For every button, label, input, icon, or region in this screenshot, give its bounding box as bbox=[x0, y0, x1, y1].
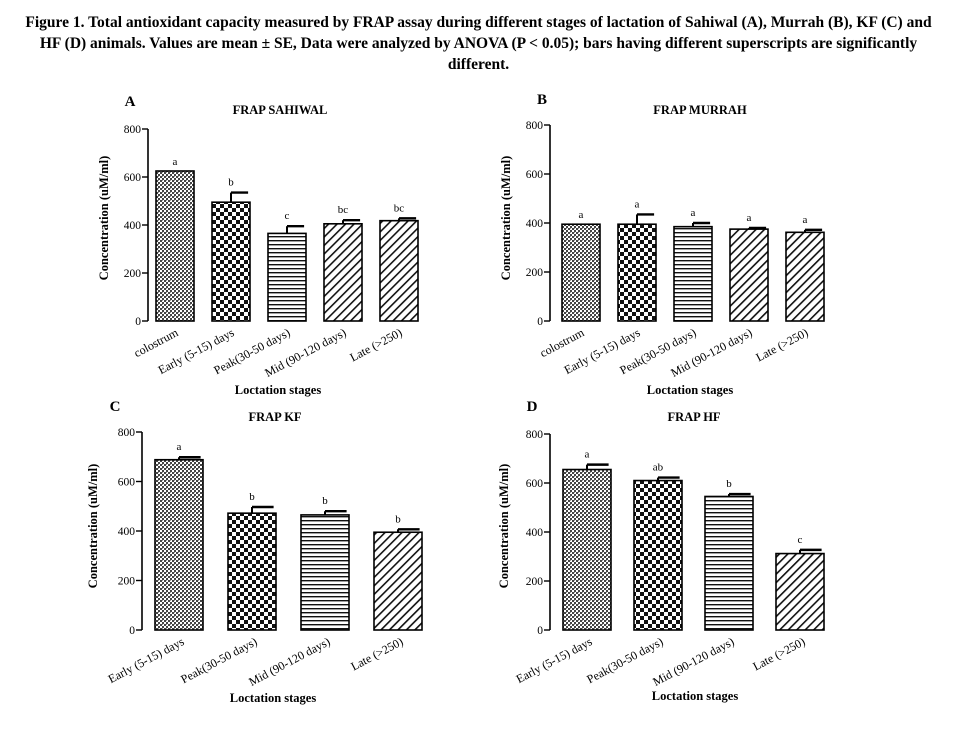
x-tick-label: Late (>250) bbox=[750, 634, 807, 673]
bar bbox=[561, 223, 601, 322]
superscript-label: b bbox=[249, 491, 255, 503]
y-tick-label: 400 bbox=[118, 526, 136, 538]
y-tick-label: 600 bbox=[124, 172, 142, 184]
bar bbox=[267, 232, 307, 322]
bar bbox=[227, 512, 277, 631]
chart-title: FRAP SAHIWAL bbox=[233, 103, 328, 117]
x-tick-label: Mid (90-120 days) bbox=[650, 634, 736, 689]
x-tick-label: Late (>250) bbox=[753, 325, 810, 364]
bar bbox=[300, 514, 350, 631]
superscript-label: a bbox=[747, 212, 752, 224]
superscript-label: a bbox=[635, 198, 640, 210]
superscript-label: a bbox=[585, 449, 590, 461]
panel-letter: A bbox=[125, 94, 136, 110]
y-tick-label: 0 bbox=[537, 316, 543, 328]
bar bbox=[673, 225, 713, 322]
bar bbox=[154, 458, 204, 631]
y-tick-label: 200 bbox=[526, 267, 544, 279]
x-tick-label: Late (>250) bbox=[348, 634, 405, 673]
superscript-label: a bbox=[803, 214, 808, 226]
bar bbox=[785, 231, 825, 322]
superscript-label: a bbox=[691, 207, 696, 219]
panel-letter: D bbox=[527, 399, 538, 415]
bar bbox=[155, 170, 195, 322]
superscript-label: b bbox=[395, 513, 401, 525]
y-tick-label: 600 bbox=[118, 477, 136, 489]
y-axis-label: Concentration (uM/ml) bbox=[86, 464, 100, 589]
y-tick-label: 0 bbox=[135, 316, 141, 328]
superscript-label: c bbox=[285, 210, 290, 222]
y-tick-label: 400 bbox=[526, 218, 544, 230]
y-tick-label: 600 bbox=[526, 478, 544, 490]
panel-b: B FRAP MURRAH 0 200 400 600 800 Concentration (… bbox=[499, 92, 825, 397]
bar bbox=[729, 228, 769, 322]
superscript-label: c bbox=[798, 534, 803, 546]
y-tick-label: 0 bbox=[537, 625, 543, 637]
superscript-label: a bbox=[177, 441, 182, 453]
y-axis-label: Concentration (uM/ml) bbox=[499, 156, 513, 281]
x-axis-label: Loctation stages bbox=[652, 689, 739, 703]
superscript-label: bc bbox=[338, 204, 349, 216]
y-tick-label: 800 bbox=[526, 120, 544, 132]
y-tick-label: 0 bbox=[129, 625, 135, 637]
x-tick-label: Late (>250) bbox=[347, 325, 404, 364]
bar bbox=[373, 531, 423, 631]
chart-title: FRAP MURRAH bbox=[653, 103, 747, 117]
x-tick-label: Mid (90-120 days) bbox=[246, 634, 332, 689]
bar bbox=[562, 468, 612, 631]
superscript-label: a bbox=[579, 209, 584, 221]
bar bbox=[211, 201, 251, 322]
y-tick-label: 800 bbox=[124, 124, 142, 136]
bar bbox=[704, 495, 754, 631]
superscript-label: ab bbox=[653, 462, 664, 474]
chart-title: FRAP HF bbox=[667, 410, 720, 424]
bar bbox=[775, 552, 825, 631]
chart-title: FRAP KF bbox=[248, 410, 301, 424]
superscript-label: b bbox=[322, 495, 328, 507]
y-tick-label: 200 bbox=[118, 576, 136, 588]
panel-c: C FRAP KF 0 200 400 600 800 Concentration (uM/m… bbox=[86, 399, 423, 705]
panel-letter: C bbox=[110, 399, 121, 415]
x-axis-label: Loctation stages bbox=[647, 383, 734, 397]
figure-caption: Figure 1. Total antioxidant capacity mea… bbox=[25, 14, 932, 73]
bar bbox=[633, 479, 683, 631]
x-tick-label: Early (5-15) days bbox=[106, 634, 187, 686]
panel-d: D FRAP HF 0 200 400 600 800 Concentration (uM/m… bbox=[497, 399, 825, 703]
y-tick-label: 400 bbox=[124, 220, 142, 232]
x-tick-label: Early (5-15) days bbox=[514, 634, 595, 686]
y-tick-label: 800 bbox=[118, 427, 136, 439]
bar bbox=[323, 223, 363, 322]
superscript-label: b bbox=[726, 478, 732, 490]
y-tick-label: 200 bbox=[124, 268, 142, 280]
y-tick-label: 800 bbox=[526, 429, 544, 441]
y-tick-label: 200 bbox=[526, 576, 544, 588]
superscript-label: bc bbox=[394, 202, 405, 214]
bar bbox=[617, 223, 657, 322]
x-axis-label: Loctation stages bbox=[230, 691, 317, 705]
superscript-label: b bbox=[228, 177, 234, 189]
y-axis-label: Concentration (uM/ml) bbox=[497, 464, 511, 589]
x-axis-label: Loctation stages bbox=[235, 383, 322, 397]
superscript-label: a bbox=[173, 156, 178, 168]
panel-a: A FRAP SAHIWAL 0 200 400 600 800 Concentration … bbox=[97, 94, 419, 397]
y-axis-label: Concentration (uM/ml) bbox=[97, 156, 111, 281]
panel-letter: B bbox=[537, 92, 547, 108]
y-tick-label: 400 bbox=[526, 527, 544, 539]
y-tick-label: 600 bbox=[526, 169, 544, 181]
bar bbox=[379, 219, 419, 322]
